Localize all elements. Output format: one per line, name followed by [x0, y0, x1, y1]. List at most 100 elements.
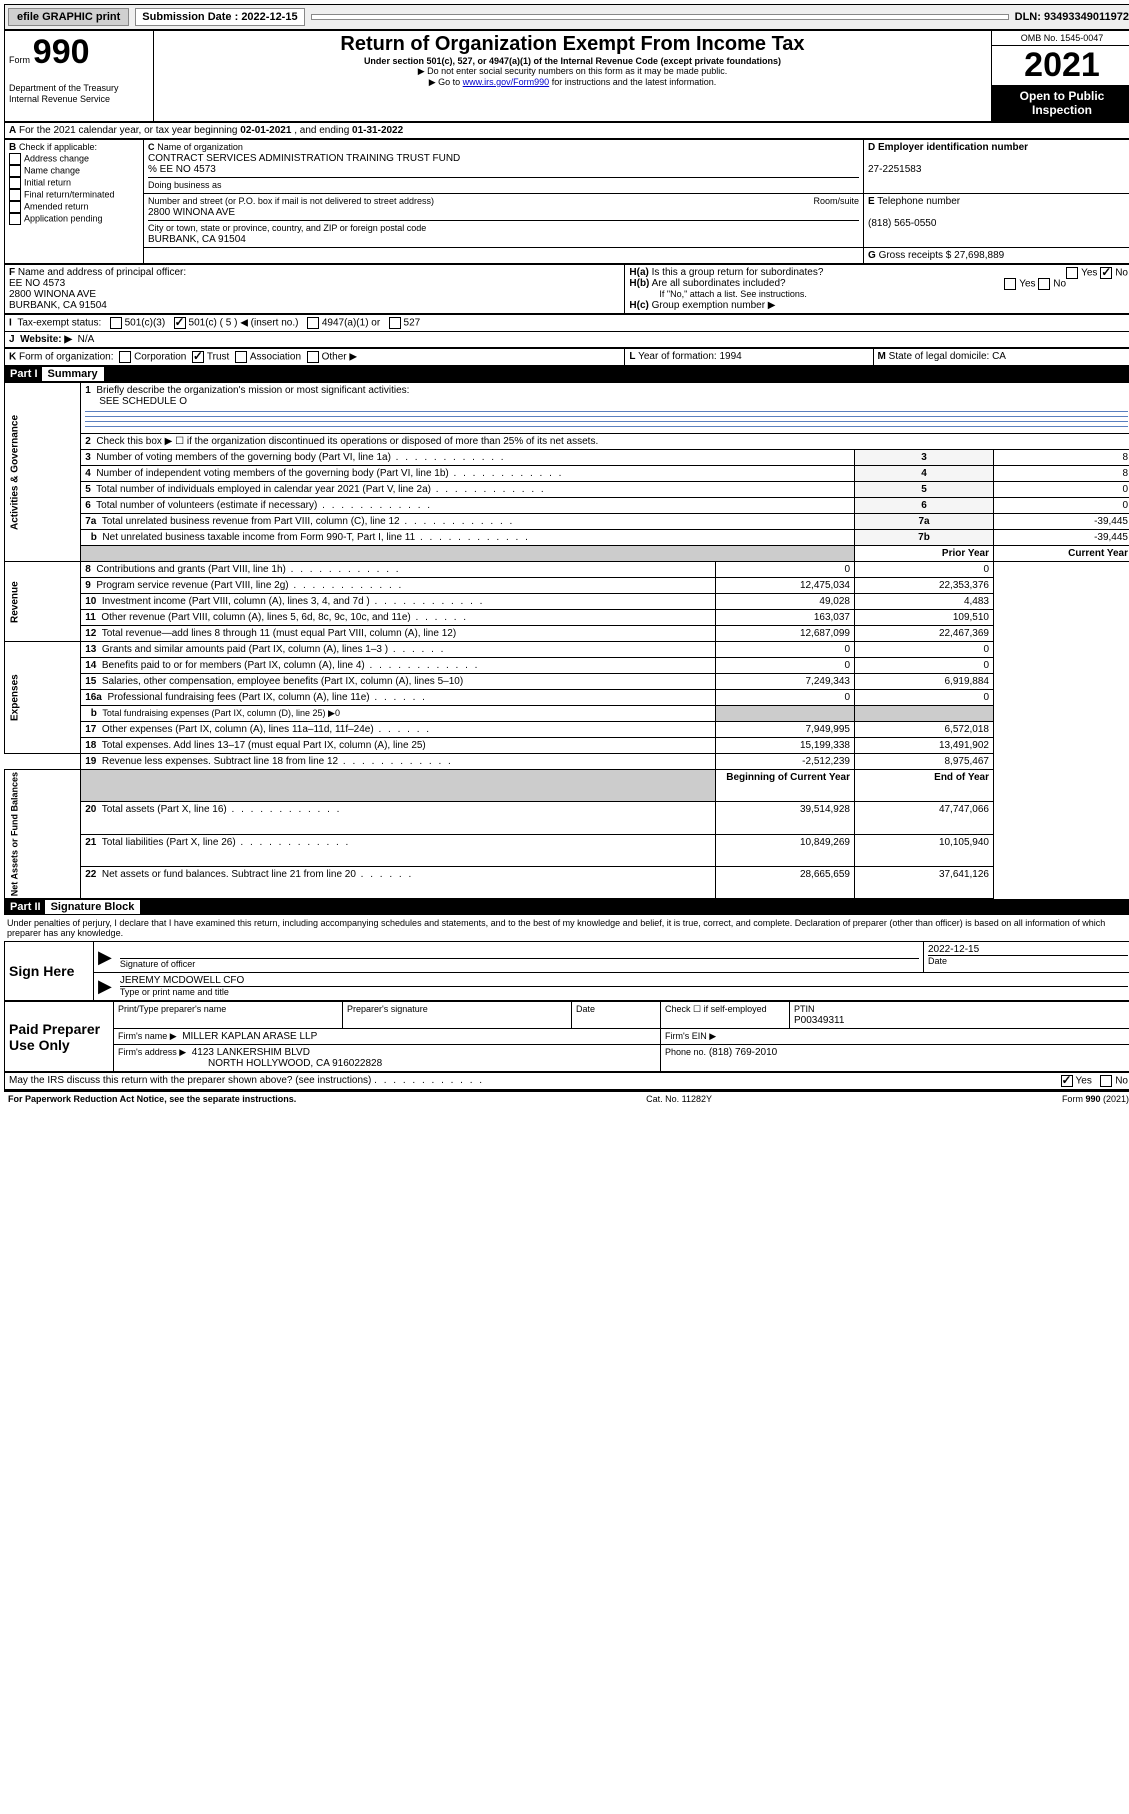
phone-value: (818) 565-0550 [868, 218, 936, 229]
prep-date-label: Date [576, 1004, 595, 1014]
partI-header: Part ISummary [4, 366, 1129, 382]
tax-year: 2021 [992, 46, 1129, 85]
Hb-yes[interactable] [1004, 278, 1016, 290]
line1-label: Briefly describe the organization's miss… [96, 385, 409, 396]
firm-ein-label: Firm's EIN ▶ [665, 1031, 716, 1041]
gov-row: 3 Number of voting members of the govern… [5, 450, 1129, 466]
sign-date: 2022-12-15 [928, 944, 979, 955]
boxE-label: Telephone number [877, 196, 960, 207]
gov-row: 6 Total number of volunteers (estimate i… [5, 498, 1129, 514]
firm-addr1: 4123 LANKERSHIM BLVD [192, 1047, 310, 1058]
firm-addr-label: Firm's address ▶ [118, 1047, 186, 1057]
chk-final-return[interactable] [9, 189, 21, 201]
boxD-label: Employer identification number [878, 142, 1028, 153]
firm-addr2: NORTH HOLLYWOOD, CA 916022828 [118, 1058, 382, 1069]
street-label: Number and street (or P.O. box if mail i… [148, 196, 434, 206]
ptin-label: PTIN [794, 1004, 815, 1014]
ein-value: 27-2251583 [868, 164, 921, 175]
Hb-note: If "No," attach a list. See instructions… [629, 289, 806, 299]
Ha-yes[interactable] [1066, 267, 1078, 279]
chk-other[interactable] [307, 351, 319, 363]
gov-row: 4 Number of independent voting members o… [5, 466, 1129, 482]
dept-treasury: Department of the Treasury [9, 83, 119, 93]
form-subtitle-1: Under section 501(c), 527, or 4947(a)(1)… [158, 56, 987, 66]
firm-phone-label: Phone no. [665, 1047, 706, 1057]
form-label: Form [9, 55, 30, 65]
chk-527[interactable] [389, 317, 401, 329]
chk-name-change[interactable] [9, 165, 21, 177]
form-subtitle-2: ▶ Do not enter social security numbers o… [158, 66, 987, 77]
state-domicile: CA [992, 351, 1006, 362]
gross-receipts: 27,698,889 [954, 250, 1004, 261]
vert-netassets: Net Assets or Fund Balances [5, 770, 81, 899]
discuss-no[interactable] [1100, 1075, 1112, 1087]
discuss-text: May the IRS discuss this return with the… [9, 1075, 371, 1086]
year-formation: 1994 [719, 351, 741, 362]
chk-trust[interactable] [192, 351, 204, 363]
chk-address-change[interactable] [9, 153, 21, 165]
chk-501c3[interactable] [110, 317, 122, 329]
efile-topbar: efile GRAPHIC print Submission Date : 20… [4, 4, 1129, 30]
col-end-year: End of Year [855, 770, 994, 802]
date-label: Date [928, 956, 947, 966]
boxF-label: Name and address of principal officer: [18, 267, 186, 278]
exp-row: b Total fundraising expenses (Part IX, c… [5, 706, 1129, 722]
col-begin-year: Beginning of Current Year [716, 770, 855, 802]
vert-expenses: Expenses [5, 642, 81, 754]
chk-amended[interactable] [9, 201, 21, 213]
rowK-label: Form of organization: [19, 352, 114, 363]
rev-row: 9 Program service revenue (Part VIII, li… [5, 578, 1129, 594]
col-current-year: Current Year [994, 546, 1129, 562]
cat-no: Cat. No. 11282Y [646, 1094, 712, 1104]
exp-row: 16a Professional fundraising fees (Part … [5, 690, 1129, 706]
net-row: 21 Total liabilities (Part X, line 26)10… [5, 834, 1129, 866]
chk-assoc[interactable] [235, 351, 247, 363]
exp-row: 17 Other expenses (Part IX, column (A), … [5, 722, 1129, 738]
website-value: N/A [78, 334, 95, 345]
city-value: BURBANK, CA 91504 [148, 234, 246, 245]
chk-app-pending[interactable] [9, 213, 21, 225]
efile-print-button[interactable]: efile GRAPHIC print [8, 8, 129, 26]
row-a-period: A For the 2021 calendar year, or tax yea… [5, 123, 1129, 139]
form-number: 990 [33, 33, 90, 71]
dba-label: Doing business as [148, 180, 222, 190]
self-emp-check[interactable]: Check ☐ if self-employed [665, 1004, 767, 1014]
firm-name: MILLER KAPLAN ARASE LLP [182, 1031, 317, 1042]
topbar-spacer [311, 14, 1009, 20]
exp-row: 14 Benefits paid to or for members (Part… [5, 658, 1129, 674]
officer-name-title: JEREMY MCDOWELL CFO [120, 975, 244, 986]
chk-initial-return[interactable] [9, 177, 21, 189]
line1-value: SEE SCHEDULE O [85, 396, 187, 407]
exp-row: 18 Total expenses. Add lines 13–17 (must… [5, 738, 1129, 754]
irs-label: Internal Revenue Service [9, 94, 110, 104]
chk-501c[interactable] [174, 317, 186, 329]
col-prior-year: Prior Year [855, 546, 994, 562]
boxB-label: Check if applicable: [19, 142, 97, 152]
discuss-yes[interactable] [1061, 1075, 1073, 1087]
rowI-label: Tax-exempt status: [17, 318, 101, 329]
sign-arrow-icon: ▶ [94, 942, 116, 973]
vert-governance: Activities & Governance [5, 383, 81, 562]
rowJ-label: Website: ▶ [20, 334, 72, 345]
chk-corp[interactable] [119, 351, 131, 363]
gov-row: b Net unrelated business taxable income … [5, 530, 1129, 546]
open-public-box: Open to Public Inspection [992, 85, 1129, 121]
Hc-label: Group exemption number ▶ [652, 300, 776, 311]
Hb-no[interactable] [1038, 278, 1050, 290]
Hb-label: Are all subordinates included? [652, 278, 786, 289]
rowM-label: State of legal domicile: [889, 351, 990, 362]
net-row: 20 Total assets (Part X, line 16)39,514,… [5, 802, 1129, 834]
form-title: Return of Organization Exempt From Incom… [158, 33, 987, 56]
rev-row: 11 Other revenue (Part VIII, column (A),… [5, 610, 1129, 626]
Ha-no[interactable] [1100, 267, 1112, 279]
vert-revenue: Revenue [5, 562, 81, 642]
chk-4947[interactable] [307, 317, 319, 329]
boxC-name-label: Name of organization [157, 142, 243, 152]
sig-officer-label: Signature of officer [120, 959, 195, 969]
sign-here-label: Sign Here [5, 942, 94, 1001]
exp-row: 15 Salaries, other compensation, employe… [5, 674, 1129, 690]
line2-text: Check this box ▶ ☐ if the organization d… [96, 436, 598, 447]
submission-date: Submission Date : 2022-12-15 [135, 8, 304, 26]
rowL-label: Year of formation: [638, 351, 717, 362]
form990-link[interactable]: www.irs.gov/Form990 [463, 77, 550, 87]
